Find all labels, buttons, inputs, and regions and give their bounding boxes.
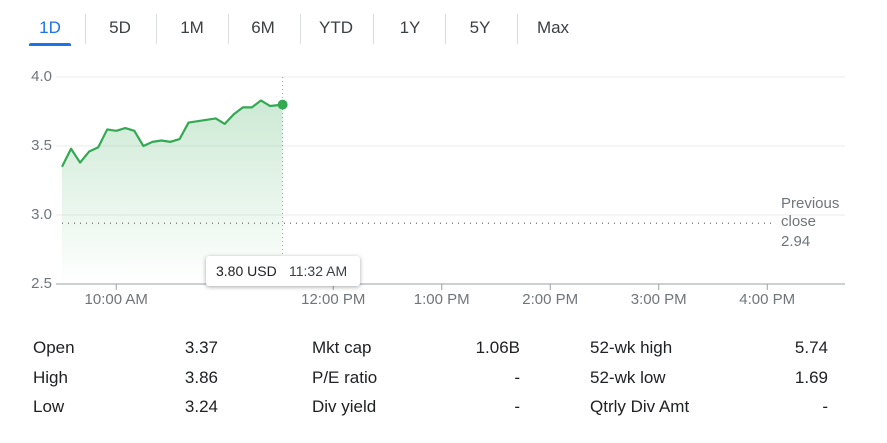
tab-separator <box>445 14 446 44</box>
range-tab[interactable]: 5Y <box>469 18 491 37</box>
stat-label: Low <box>33 397 65 416</box>
y-tick-label: 3.5 <box>31 137 52 154</box>
tab-separator <box>373 14 374 44</box>
stat-value: - <box>514 397 520 416</box>
stat-label: 52-wk low <box>590 368 666 387</box>
current-point <box>277 99 288 110</box>
price-line <box>61 99 283 168</box>
stat-value: 1.06B <box>475 338 520 357</box>
stat-value: - <box>822 397 828 416</box>
tab-underline <box>29 43 71 46</box>
y-tick-label: 3.0 <box>31 206 52 223</box>
range-tab[interactable]: 1D <box>39 18 61 37</box>
tooltip-price: 3.80 USD <box>216 263 277 279</box>
range-tab[interactable]: 1Y <box>399 18 421 37</box>
previous-close-label: Previous close <box>781 195 840 230</box>
stat-label: Open <box>33 338 75 357</box>
previous-close-value: 2.94 <box>781 233 811 250</box>
stat-label: P/E ratio <box>312 368 378 387</box>
tab-separator <box>156 14 157 44</box>
x-tick-label: 10:00 AM <box>85 291 148 308</box>
tooltip-time: 11:32 AM <box>289 263 348 279</box>
stat-value: - <box>514 368 520 387</box>
x-tick-label: 2:00 PM <box>522 291 578 308</box>
stat-label: High <box>33 368 68 387</box>
stat-value: 3.24 <box>184 397 218 416</box>
tab-separator <box>227 14 229 44</box>
tooltip: 3.80 USD 11:32 AM <box>206 256 360 286</box>
range-tab[interactable]: 6M <box>251 18 275 37</box>
x-tick-label: 12:00 PM <box>301 291 365 308</box>
stat-value: 3.86 <box>184 368 218 387</box>
x-tick-label: 3:00 PM <box>631 291 687 308</box>
area-fill <box>62 100 283 285</box>
range-tab[interactable]: Max <box>536 18 570 37</box>
stat-value: 3.37 <box>184 338 218 357</box>
y-tick-label: 4.0 <box>31 68 52 85</box>
y-tick-label: 2.5 <box>31 275 52 292</box>
tab-separator <box>85 14 86 44</box>
price-chart: 2.5 3.0 3.5 4.0 10:00 AM 12:00 PM 1:00 PM 2:00 … <box>31 68 845 308</box>
range-tab[interactable]: YTD <box>319 18 353 37</box>
x-tick-label: 4:00 PM <box>739 291 795 308</box>
tab-separator <box>516 14 518 44</box>
x-tick-label: 1:00 PM <box>414 291 470 308</box>
stat-label: 52-wk high <box>590 338 673 357</box>
range-tab[interactable]: 5D <box>109 18 131 37</box>
stat-value: 1.69 <box>794 368 828 387</box>
stat-label: Qtrly Div Amt <box>590 397 690 416</box>
tab-separator <box>299 14 301 44</box>
stat-value: 5.74 <box>794 338 828 357</box>
stat-label: Mkt cap <box>312 338 372 357</box>
range-tab[interactable]: 1M <box>180 18 204 37</box>
stat-label: Div yield <box>312 397 377 416</box>
